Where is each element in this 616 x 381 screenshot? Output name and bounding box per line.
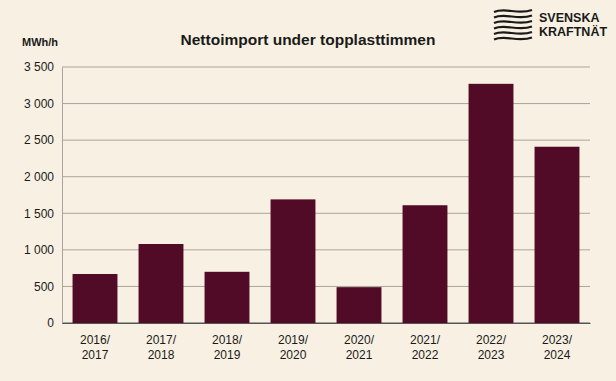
x-tick: 2022/2023 <box>476 323 507 362</box>
x-tick: 2016/2017 <box>80 323 111 362</box>
y-tick: 1 000 <box>24 243 62 257</box>
x-tick: 2023/2024 <box>542 323 573 362</box>
y-tick: 3 500 <box>24 60 62 74</box>
logo: SVENSKAKRAFTNÄT <box>494 10 607 40</box>
logo-line <box>494 32 532 34</box>
y-axis: 0 500 1 000 1 500 2 000 2 500 3 000 3 500 <box>24 60 63 330</box>
y-tick-label: 500 <box>34 280 54 294</box>
bar <box>73 274 118 323</box>
x-tick-label-line: 2022/ <box>476 333 507 347</box>
logo-text: SVENSKA <box>539 11 599 25</box>
bar <box>139 244 184 323</box>
x-tick: 2017/2018 <box>146 323 177 362</box>
bar <box>205 272 250 323</box>
x-tick-label: 2021/2022 <box>410 333 441 362</box>
y-tick-label: 0 <box>47 316 54 330</box>
logo-text: KRAFTNÄT <box>539 24 607 39</box>
y-tick-label: 2 000 <box>24 170 54 184</box>
x-tick-label-line: 2019/ <box>278 333 309 347</box>
x-tick-label-line: 2022 <box>412 348 439 362</box>
x-tick: 2019/2020 <box>278 323 309 362</box>
bar <box>337 287 382 323</box>
x-tick-label-line: 2023 <box>478 348 505 362</box>
background <box>0 0 616 381</box>
y-tick: 500 <box>34 280 62 294</box>
y-axis-label: MWh/h <box>22 36 58 48</box>
x-tick-label-line: 2021 <box>346 348 373 362</box>
x-tick-label-line: 2016/ <box>80 333 111 347</box>
bars <box>73 84 580 323</box>
logo-line <box>494 27 532 29</box>
logo-line <box>494 21 532 23</box>
x-tick-label: 2018/2019 <box>212 333 243 362</box>
x-tick-label: 2017/2018 <box>146 333 177 362</box>
x-axis: 2016/20172017/20182018/20192019/20202020… <box>63 323 591 362</box>
y-tick: 2 000 <box>24 170 62 184</box>
x-tick-label-line: 2018 <box>148 348 175 362</box>
y-axis-line <box>62 68 63 324</box>
x-tick: 2020/2021 <box>344 323 375 362</box>
y-tick-label: 1 500 <box>24 207 54 221</box>
y-tick-label: 3 500 <box>24 60 54 74</box>
logo-line <box>494 10 532 12</box>
x-axis-line <box>63 323 591 324</box>
x-tick-label-line: 2024 <box>544 348 571 362</box>
y-tick: 2 500 <box>24 133 62 147</box>
x-tick: 2021/2022 <box>410 323 441 362</box>
x-tick-label-line: 2020 <box>280 348 307 362</box>
x-tick-label-line: 2017 <box>82 348 109 362</box>
grid-line <box>62 67 590 68</box>
title: Nettoimport under topplasttimmen <box>181 31 436 48</box>
x-tick: 2018/2019 <box>212 323 243 362</box>
x-tick-label-line: 2021/ <box>410 333 441 347</box>
y-tick: 0 <box>47 316 62 330</box>
x-tick-label: 2019/2020 <box>278 333 309 362</box>
x-tick-label-line: 2019 <box>214 348 241 362</box>
bar <box>469 84 514 323</box>
y-tick-label: 2 500 <box>24 133 54 147</box>
logo-line <box>494 16 532 18</box>
x-tick-label: 2020/2021 <box>344 333 375 362</box>
y-tick-label: 1 000 <box>24 243 54 257</box>
y-tick: 1 500 <box>24 207 62 221</box>
chart: Nettoimport under topplasttimmen MWh/h SVE… <box>0 0 616 381</box>
bar <box>403 205 448 323</box>
x-tick-label-line: 2018/ <box>212 333 243 347</box>
bar <box>271 199 316 323</box>
logo-line <box>494 38 532 40</box>
x-tick-label: 2023/2024 <box>542 333 573 362</box>
x-tick-label: 2022/2023 <box>476 333 507 362</box>
y-tick: 3 000 <box>24 97 62 111</box>
x-tick-label-line: 2023/ <box>542 333 573 347</box>
y-tick-label: 3 000 <box>24 97 54 111</box>
bar <box>535 147 580 323</box>
x-tick-label-line: 2020/ <box>344 333 375 347</box>
x-tick-label: 2016/2017 <box>80 333 111 362</box>
x-tick-label-line: 2017/ <box>146 333 177 347</box>
grid <box>62 67 590 323</box>
